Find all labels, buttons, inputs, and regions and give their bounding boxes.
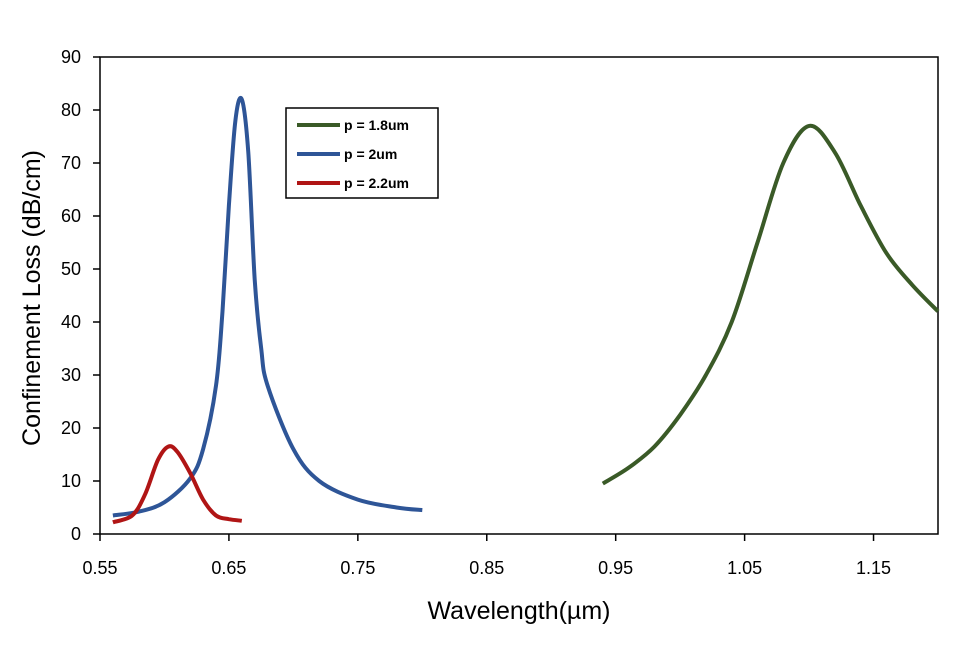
y-tick-label: 70	[61, 153, 81, 173]
legend-label-3: p = 2.2um	[344, 175, 409, 191]
series-line-1	[601, 123, 940, 486]
y-axis-title: Confinement Loss (dB/cm)	[18, 150, 46, 446]
series-line-3	[112, 444, 243, 525]
x-tick-label: 0.65	[211, 558, 246, 578]
y-tick-label: 90	[61, 47, 81, 67]
legend: p = 1.8um p = 2um p = 2.2um	[285, 107, 439, 199]
legend-label-2: p = 2um	[344, 146, 397, 162]
x-tick-label: 0.85	[469, 558, 504, 578]
x-axis-ticks: 0.55 0.65 0.75 0.85 0.95 1.05 1.15	[82, 534, 891, 578]
x-tick-label: 0.55	[82, 558, 117, 578]
legend-label-1: p = 1.8um	[344, 117, 409, 133]
y-tick-label: 80	[61, 100, 81, 120]
y-axis-ticks: 0 10 20 30 40 50 60 70 80 90	[61, 47, 100, 544]
legend-entries: p = 1.8um p = 2um p = 2.2um	[297, 117, 409, 191]
x-tick-label: 0.95	[598, 558, 633, 578]
y-tick-label: 30	[61, 365, 81, 385]
y-tick-label: 0	[71, 524, 81, 544]
y-tick-label: 40	[61, 312, 81, 332]
y-tick-label: 20	[61, 418, 81, 438]
x-axis-title: Wavelength(µm)	[428, 597, 611, 625]
x-tick-label: 1.15	[856, 558, 891, 578]
series-lines	[112, 95, 940, 525]
x-tick-label: 1.05	[727, 558, 762, 578]
x-tick-label: 0.75	[340, 558, 375, 578]
plot-area-frame	[99, 56, 939, 535]
y-tick-label: 60	[61, 206, 81, 226]
y-tick-label: 50	[61, 259, 81, 279]
y-tick-label: 10	[61, 471, 81, 491]
